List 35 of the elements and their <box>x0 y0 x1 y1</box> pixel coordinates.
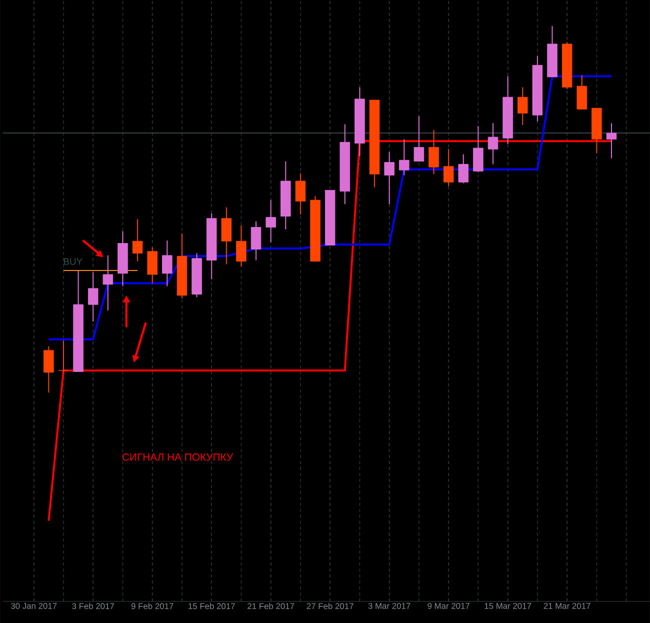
x-tick-label: 21 Mar 2017 <box>544 602 590 609</box>
x-tick-label: 3 Feb 2017 <box>72 602 114 609</box>
x-tick-label: 9 Feb 2017 <box>131 602 174 609</box>
x-tick-label: 27 Feb 2017 <box>306 602 354 609</box>
series-label: BUY <box>64 258 82 265</box>
candlestick <box>102 254 114 311</box>
candlestick <box>295 172 306 215</box>
candlestick <box>414 116 424 162</box>
candlestick <box>473 125 484 173</box>
candlestick <box>221 206 232 265</box>
candlestick <box>44 346 54 393</box>
candlestick <box>428 129 439 174</box>
x-tick-label: 21 Feb 2017 <box>248 602 294 609</box>
text: СИГНАЛ НА ПОКУПКУ <box>122 453 234 461</box>
x-tick-label: 9 Mar 2017 <box>428 602 470 609</box>
candlestick <box>162 240 172 287</box>
candlestick <box>132 218 143 262</box>
candlestick <box>443 148 454 187</box>
candlestick <box>88 272 98 322</box>
candlestick <box>488 122 498 165</box>
x-tick-label: 3 Mar 2017 <box>368 602 410 609</box>
candlestick <box>399 138 410 176</box>
candlestick <box>517 86 528 126</box>
x-tick-label: 15 Feb 2017 <box>188 602 235 609</box>
candlestick <box>576 74 588 110</box>
candlestick <box>384 151 394 204</box>
candlestick <box>58 340 69 373</box>
candlestick <box>606 122 617 159</box>
candlestick <box>147 246 158 284</box>
candlestick <box>458 154 469 184</box>
x-tick-label: 15 Mar 2017 <box>484 602 532 609</box>
candlestick <box>266 199 276 243</box>
candlestick <box>236 224 246 267</box>
candlestick <box>250 220 262 261</box>
x-tick-label: 30 Jan 2017 <box>10 602 57 609</box>
